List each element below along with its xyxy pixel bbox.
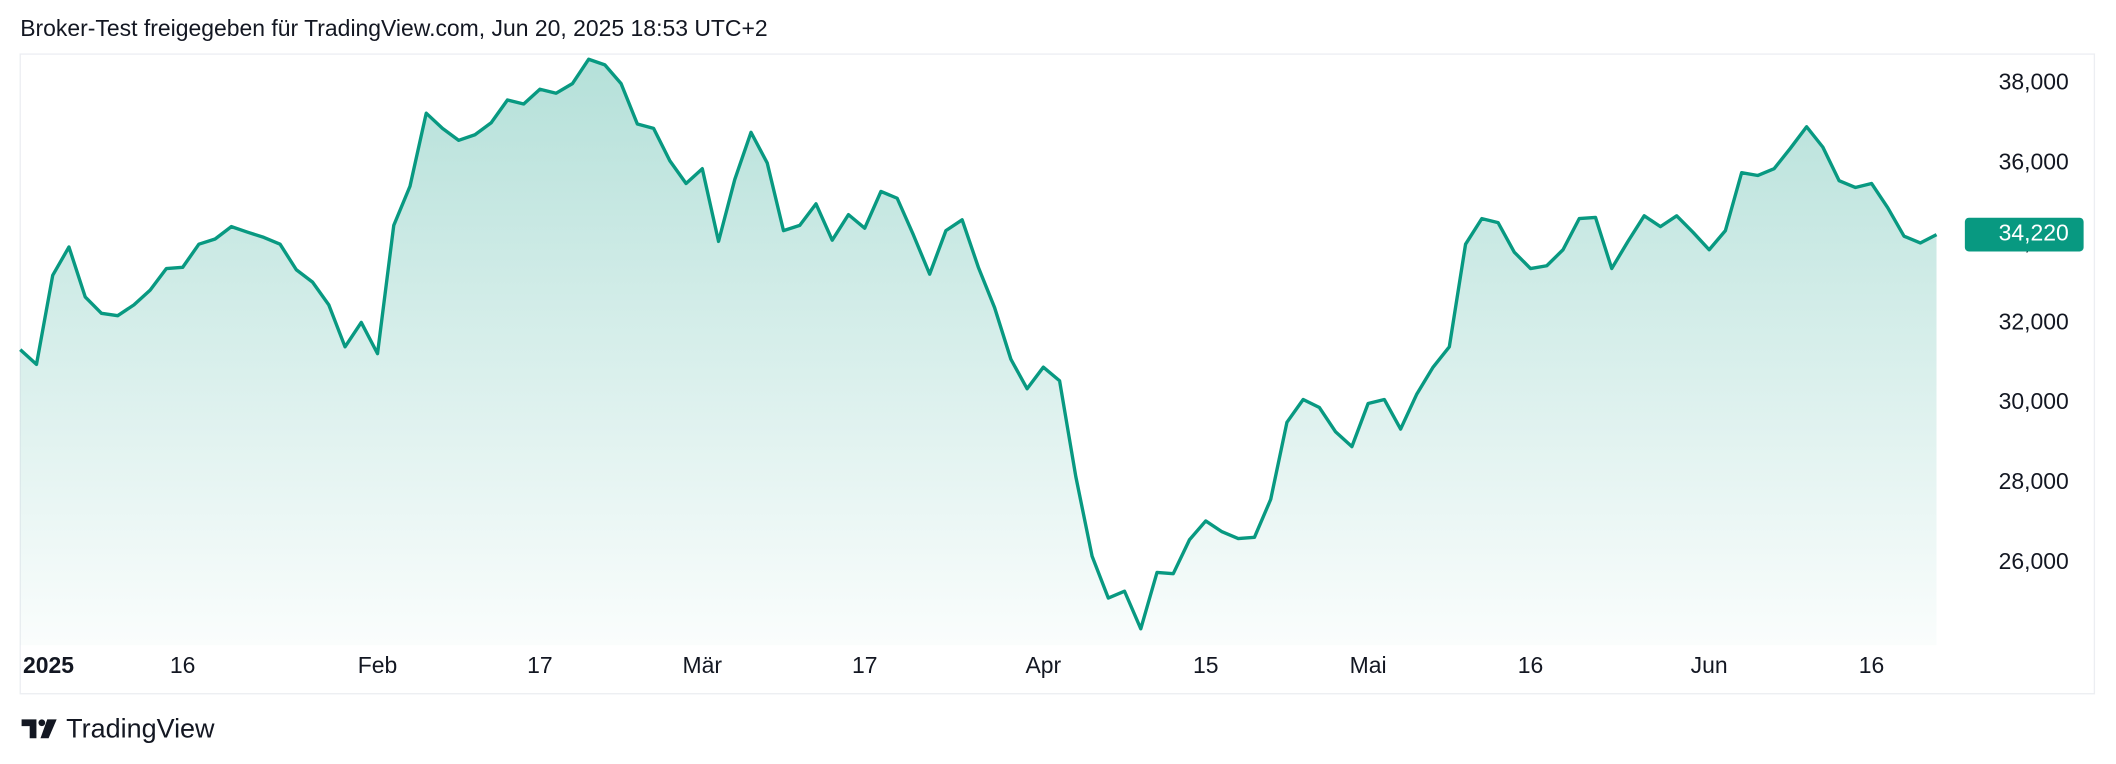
- brand-logo: [21, 719, 57, 739]
- x-tick-label: 16: [170, 652, 196, 678]
- x-tick-label: Jun: [1691, 652, 1728, 678]
- x-tick-label: 16: [1859, 652, 1885, 678]
- x-tick-label: Mai: [1350, 652, 1387, 678]
- brand-name: TradingView: [66, 713, 215, 743]
- x-tick-label: 15: [1193, 652, 1219, 678]
- x-tick-label: 17: [852, 652, 878, 678]
- x-tick-label: Feb: [358, 652, 398, 678]
- last-price-badge: [1964, 217, 2084, 252]
- x-tick-label: 16: [1518, 652, 1544, 678]
- x-tick-label: 17: [527, 652, 553, 678]
- x-tick-label: 2025: [23, 652, 74, 678]
- y-tick-label: 32,000: [1999, 308, 2069, 334]
- y-tick-label: 30,000: [1999, 388, 2069, 414]
- header-title: Broker-Test freigegeben für TradingView.…: [20, 15, 767, 41]
- x-tick-label: Mär: [683, 652, 723, 678]
- x-tick-label: Apr: [1025, 652, 1061, 678]
- y-tick-label: 38,000: [1999, 69, 2069, 95]
- last-price-label: 34,220: [1999, 220, 2069, 246]
- y-tick-label: 26,000: [1999, 548, 2069, 574]
- y-tick-label: 28,000: [1999, 468, 2069, 494]
- y-tick-label: 36,000: [1999, 149, 2069, 175]
- area-fill: [20, 59, 1937, 646]
- price-line: [19, 57, 1938, 631]
